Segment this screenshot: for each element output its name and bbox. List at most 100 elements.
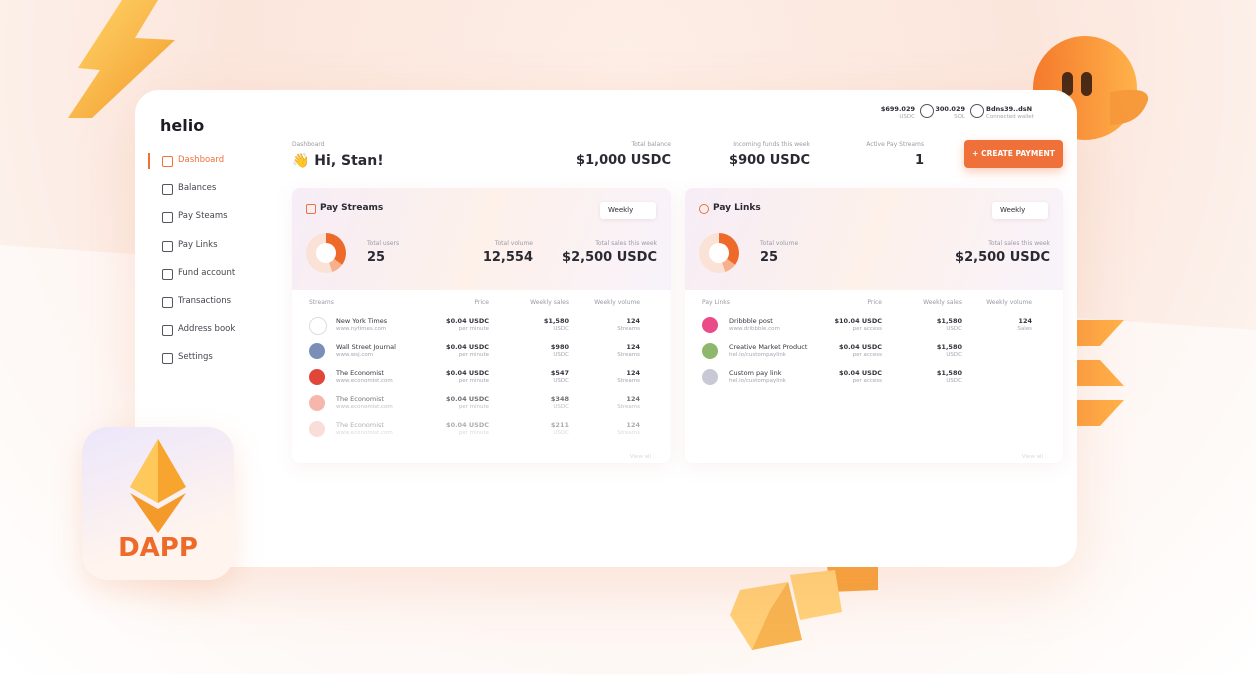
nav-item[interactable]: Transactions (160, 296, 270, 310)
nav-icon (162, 212, 173, 224)
nav-item[interactable]: Settings (160, 352, 270, 366)
nav-icon (162, 297, 173, 308)
nav-icon (162, 240, 173, 252)
column-header: Price (474, 299, 489, 306)
view-all-link[interactable]: View all (629, 454, 651, 460)
period-label: Weekly (1000, 206, 1026, 214)
table-row[interactable]: Wall Street Journal www.wsj.com $0.04 USDC… (292, 340, 671, 362)
column-header: Streams (309, 299, 334, 306)
row-url: hel.io/custompaylink (729, 352, 786, 358)
row-icon (309, 343, 325, 359)
table-row[interactable]: Custom pay link hel.io/custompaylink $0.04… (685, 366, 1063, 388)
stat-value: 25 (367, 250, 386, 265)
row-price: $0.04 USDC (446, 421, 489, 429)
row-icon (309, 395, 325, 411)
stat-value: $900 USDC (729, 153, 810, 168)
row-url: www.dribbble.com (729, 326, 780, 332)
row-price: $10.04 USDC (834, 317, 882, 325)
nav-label: Transactions (178, 296, 232, 306)
nav-item[interactable]: Balances (160, 183, 270, 197)
row-volume-unit: Streams (617, 352, 640, 358)
table-row[interactable]: The Economist www.economist.com $0.04 USDC… (292, 366, 671, 388)
row-name: The Economist (336, 421, 384, 429)
nav-label: Balances (178, 183, 217, 194)
view-all-link[interactable]: View all (1021, 454, 1043, 460)
row-price-unit: per minute (458, 378, 489, 384)
row-volume-unit: Streams (617, 378, 640, 384)
table-row[interactable]: Dribbble post www.dribbble.com $10.04 USDC… (685, 314, 1063, 336)
row-volume: 124 (626, 317, 640, 325)
nav-item[interactable]: Address book (160, 324, 270, 338)
table-row[interactable]: New York Times www.nytimes.com $0.04 USDC p… (292, 314, 671, 336)
stat-label: Active Pay Streams (866, 141, 924, 148)
row-sales: $1,580 (543, 317, 569, 325)
row-price-unit: per access (852, 378, 882, 384)
period-dropdown[interactable]: Weekly (600, 202, 656, 219)
column-header: Pay Links (702, 299, 730, 306)
row-icon (702, 369, 718, 385)
stat-value: 25 (760, 250, 779, 265)
cube (790, 570, 842, 620)
row-sales-unit: USDC (946, 352, 962, 358)
row-name: The Economist (336, 395, 384, 403)
row-volume: 124 (626, 343, 640, 351)
row-sales: $1,580 (936, 369, 962, 377)
card: Pay Streams Weekly Total users 25 Total volu… (292, 188, 671, 463)
row-sales-unit: USDC (553, 326, 569, 332)
table-row[interactable]: Creative Market Product hel.io/custompayl… (685, 340, 1063, 362)
stat-value: $2,500 USDC (562, 250, 657, 265)
stat-value: 1 (914, 153, 924, 168)
column-header: Weekly volume (594, 299, 640, 306)
stat-label: Total volume (494, 240, 533, 247)
nav-item[interactable]: Fund account (160, 268, 270, 282)
row-volume-unit: Streams (617, 326, 640, 332)
row-name: The Economist (336, 369, 384, 377)
table-row[interactable]: The Economist www.economist.com $0.04 USDC… (292, 418, 671, 440)
token-icon (920, 104, 934, 118)
dapp-badge: DAPP (82, 427, 234, 580)
row-volume: 124 (626, 421, 640, 429)
create-payment-button[interactable]: + CREATE PAYMENT (964, 140, 1063, 168)
period-label: Weekly (608, 206, 634, 214)
row-price-unit: per minute (458, 404, 489, 410)
row-price: $0.04 USDC (446, 317, 489, 325)
column-header: Weekly volume (986, 299, 1032, 306)
button-icon: + (972, 149, 982, 158)
wallet-amount: $699.029 (880, 105, 915, 113)
row-url: www.economist.com (336, 378, 393, 384)
row-name: Wall Street Journal (336, 343, 396, 351)
nav-item[interactable]: Dashboard (160, 155, 270, 169)
row-volume-unit: Sales (1017, 326, 1032, 332)
row-icon (309, 421, 325, 437)
wallet-amount: 300.029 (935, 105, 965, 113)
ghost-eye (1062, 72, 1073, 96)
card-icon (699, 204, 709, 214)
stat-label: Incoming funds this week (733, 141, 810, 148)
period-dropdown[interactable]: Weekly (992, 202, 1048, 219)
stat-label: Total volume (760, 240, 799, 247)
nav-icon (162, 184, 173, 196)
row-name: New York Times (336, 317, 388, 325)
logo: helio (160, 116, 205, 135)
nav-item[interactable]: Pay Steams (160, 211, 270, 225)
row-price-unit: per minute (458, 430, 489, 436)
row-icon (702, 343, 718, 359)
row-price-unit: per access (852, 352, 882, 358)
wallet-unit: SOL (954, 114, 965, 120)
row-price: $0.04 USDC (839, 369, 882, 377)
row-volume-unit: Streams (617, 404, 640, 410)
wallet-address: Bdns39..dsN (986, 105, 1033, 113)
table-row[interactable]: The Economist www.economist.com $0.04 USDC… (292, 392, 671, 414)
nav-label: Address book (178, 324, 236, 335)
nav-label: Pay Steams (178, 211, 228, 222)
row-url: www.wsj.com (336, 352, 374, 358)
row-price: $0.04 USDC (446, 369, 489, 377)
row-name: Custom pay link (729, 369, 782, 377)
row-sales-unit: USDC (553, 352, 569, 358)
card: Pay Links Weekly Total volume 25 Total sales… (685, 188, 1063, 463)
column-header: Weekly sales (923, 299, 962, 306)
row-sales-unit: USDC (946, 326, 962, 332)
nav-item[interactable]: Pay Links (160, 240, 270, 254)
donut-hole (709, 243, 729, 263)
stat-value: $2,500 USDC (955, 250, 1050, 265)
